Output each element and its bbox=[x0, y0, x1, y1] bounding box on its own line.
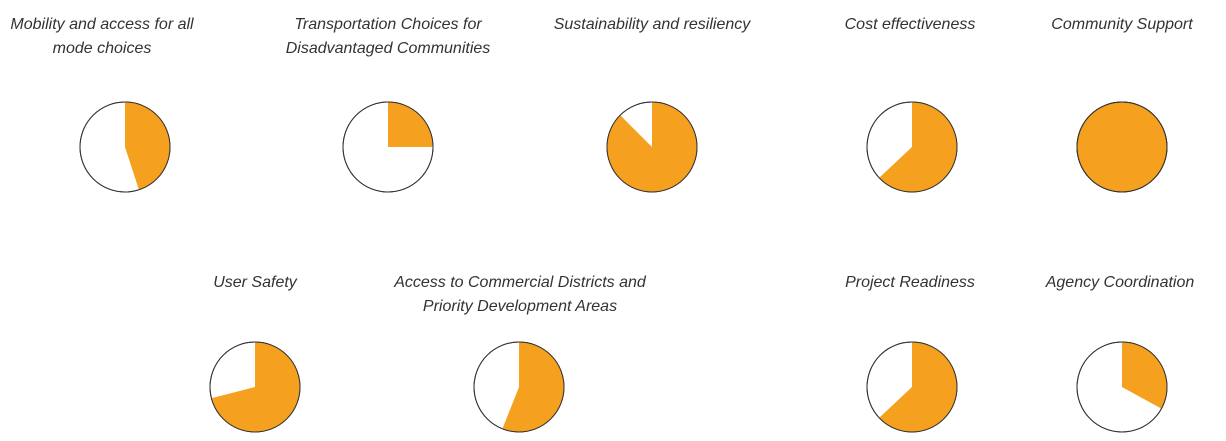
chart-title: Agency Coordination bbox=[1045, 274, 1195, 291]
pie-outline bbox=[606, 101, 698, 193]
pie-outline bbox=[1076, 341, 1168, 433]
chart-title: Access to Commercial Districts and bbox=[393, 274, 647, 291]
pie-outline bbox=[866, 101, 958, 193]
pie-outline bbox=[209, 341, 301, 433]
pie-outline bbox=[1076, 101, 1168, 193]
pie-slice bbox=[879, 342, 958, 432]
pie-outline bbox=[866, 341, 958, 433]
chart-title: Disadvantaged Communities bbox=[286, 40, 491, 57]
pie-slice bbox=[607, 102, 697, 192]
chart-title: Priority Development Areas bbox=[423, 298, 617, 315]
chart-title: mode choices bbox=[53, 40, 152, 57]
chart-title: Cost effectiveness bbox=[845, 16, 976, 33]
pie-slice bbox=[388, 102, 433, 147]
chart-title: Community Support bbox=[1051, 16, 1193, 33]
pie-slice bbox=[211, 342, 300, 432]
chart-title: Mobility and access for all bbox=[10, 16, 194, 33]
pie-outline bbox=[473, 341, 565, 433]
pie-outline bbox=[79, 101, 171, 193]
chart-title: Project Readiness bbox=[845, 274, 975, 291]
pie-slice bbox=[125, 102, 171, 190]
chart-title: Transportation Choices for bbox=[294, 16, 482, 33]
pie-outline bbox=[342, 101, 434, 193]
chart-title: User Safety bbox=[213, 274, 298, 291]
chart-title: Sustainability and resiliency bbox=[554, 16, 752, 33]
pie-slice bbox=[502, 342, 564, 432]
pie-slice bbox=[1122, 342, 1167, 409]
pie-slice bbox=[879, 102, 958, 192]
